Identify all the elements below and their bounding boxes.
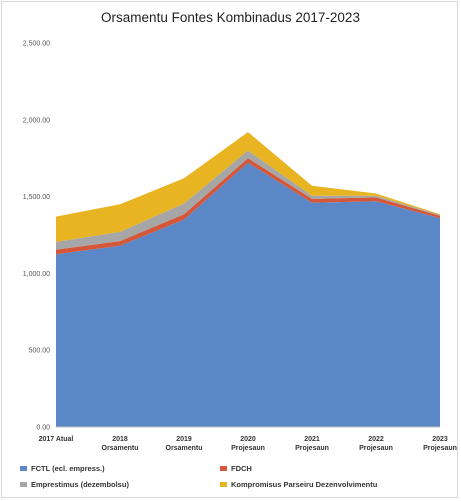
- legend-label: FCTL (ecl. empress.): [31, 464, 105, 473]
- legend-item: Emprestimus (dezembolsu): [20, 480, 129, 489]
- x-tick-label: Projesaun: [231, 445, 265, 452]
- y-tick-label: 1,500.00: [23, 194, 50, 201]
- x-tick-label: Orsamentu: [166, 445, 203, 452]
- x-tick-label: 2019: [176, 436, 192, 443]
- legend-item: FCTL (ecl. empress.): [20, 464, 105, 473]
- y-tick-label: 1,000.00: [23, 271, 50, 278]
- x-tick-label: Projesaun: [295, 445, 329, 452]
- legend-swatch: [220, 466, 227, 471]
- area-series-3: [56, 150, 440, 250]
- chart-title: Orsamentu Fontes Kombinadus 2017-2023: [101, 10, 360, 25]
- legend: FCTL (ecl. empress.) FDCH Emprestimus (dez…: [20, 464, 450, 498]
- x-tick-label: Projesaun: [423, 445, 457, 452]
- legend-item: Kompromisus Parseiru Dezenvolvimentu: [220, 480, 377, 489]
- x-tick-label: 2021: [304, 436, 320, 443]
- y-tick-label: 2,500.00: [23, 41, 50, 48]
- legend-label: Emprestimus (dezembolsu): [31, 480, 129, 489]
- legend-item: FDCH: [220, 464, 252, 473]
- x-tick-label: 2022: [368, 436, 384, 443]
- y-tick-label: 2,000.00: [23, 117, 50, 124]
- x-tick-label: 2017 Atual: [39, 436, 74, 443]
- legend-swatch: [20, 482, 27, 487]
- legend-label: Kompromisus Parseiru Dezenvolvimentu: [231, 480, 378, 489]
- area-series-2: [56, 158, 440, 255]
- x-tick-label: 2023: [432, 436, 448, 443]
- area-series-4: [56, 132, 440, 242]
- x-tick-label: Projesaun: [359, 445, 393, 452]
- x-tick-label: 2020: [240, 436, 256, 443]
- y-tick-label: 500.00: [29, 348, 51, 355]
- area-series-1: [56, 162, 440, 428]
- x-tick-label: Orsamentu: [102, 445, 139, 452]
- legend-swatch: [220, 482, 227, 487]
- legend-label: FDCH: [231, 464, 252, 473]
- x-tick-label: 2018: [112, 436, 128, 443]
- legend-swatch: [20, 466, 27, 471]
- y-tick-label: 0.00: [36, 425, 50, 432]
